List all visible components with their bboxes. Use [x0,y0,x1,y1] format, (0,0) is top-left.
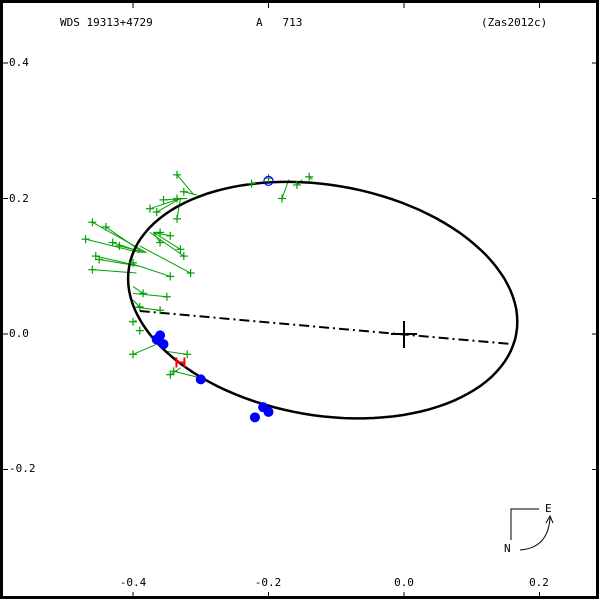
compass-north-label: N [504,542,511,555]
wds-identifier: WDS 19313+4729 [60,16,153,29]
x-tick-label: -0.4 [119,576,147,589]
orbit-reference: (Zas2012c) [481,16,548,29]
compass-east-label: E [545,502,552,515]
axis-ticks [3,3,597,597]
x-tick-label: 0.0 [394,576,414,589]
y-tick-label: 0.4 [9,56,29,69]
residual-lines [85,174,313,379]
interferometric-points [151,330,274,423]
micrometer-points [81,170,314,379]
orbit-ellipse [126,180,519,420]
y-tick-label: -0.2 [9,462,36,475]
x-tick-label: 0.2 [529,576,549,589]
special-markers [175,175,274,368]
x-tick-label: -0.2 [254,576,282,589]
discoverer-designation: A 713 [256,16,303,29]
primary-star-cross [391,321,417,348]
y-tick-label: 0.2 [9,192,29,205]
line-of-apsides [139,309,513,346]
compass-icon [510,508,554,551]
y-tick-label: 0.0 [9,327,29,340]
